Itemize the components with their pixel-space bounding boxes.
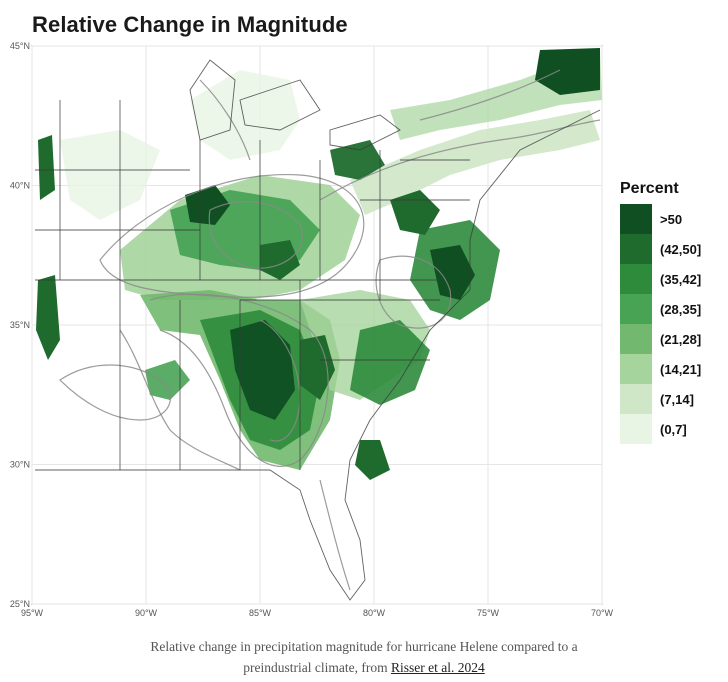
precipitation-map: 95°W 90°W 85°W 80°W 75°W 70°W 45°N 40°N 35°N 30°N… xyxy=(10,41,614,618)
contour-line xyxy=(99,173,365,298)
change-shading xyxy=(330,140,385,180)
legend-item: (14,21] xyxy=(620,354,720,384)
contour-line xyxy=(59,364,171,421)
legend-swatch xyxy=(620,234,652,264)
legend-item: (35,42] xyxy=(620,264,720,294)
legend-label: (0,7] xyxy=(660,421,687,437)
change-shading xyxy=(350,320,430,405)
state-borders xyxy=(35,59,601,601)
contour-line xyxy=(149,293,329,467)
lat-tick-label: 40°N xyxy=(10,181,30,191)
figure-caption: Relative change in precipitation magnitu… xyxy=(0,636,728,678)
change-shading xyxy=(185,185,230,225)
map-title: Relative Change in Magnitude xyxy=(32,12,348,37)
lon-tick-label: 75°W xyxy=(477,608,500,618)
legend-item: >50 xyxy=(620,204,720,234)
change-shading xyxy=(355,440,390,480)
change-shading xyxy=(230,320,295,420)
lat-tick-label: 45°N xyxy=(10,41,30,51)
lat-tick-label: 35°N xyxy=(10,320,30,330)
figure: Relative Change in Magnitude 95°W 90°W 85°… xyxy=(10,12,720,618)
change-shading xyxy=(430,245,475,300)
lon-tick-label: 70°W xyxy=(591,608,614,618)
legend-label: (28,35] xyxy=(660,301,702,317)
legend-item: (21,28] xyxy=(620,324,720,354)
legend-label: (42,50] xyxy=(660,241,702,257)
contour-line xyxy=(375,255,452,329)
change-shading xyxy=(190,70,300,160)
change-shading xyxy=(390,190,440,235)
caption-line-2: preindustrial climate, from Risser et al… xyxy=(0,657,728,678)
legend-label: >50 xyxy=(660,211,683,227)
lat-tick-label: 25°N xyxy=(10,599,30,609)
legend: Percent >50 (42,50] (35,42] (28,35] (21,28] (… xyxy=(620,180,720,444)
source-link[interactable]: Risser et al. 2024 xyxy=(390,660,485,675)
border-line xyxy=(35,109,601,601)
legend-swatch xyxy=(620,414,652,444)
legend-title: Percent xyxy=(620,180,679,197)
legend-swatch xyxy=(620,354,652,384)
axis-ticks: 95°W 90°W 85°W 80°W 75°W 70°W 45°N 40°N 35°N 30°N… xyxy=(10,41,614,618)
legend-label: (7,14] xyxy=(660,391,694,407)
legend-item: (28,35] xyxy=(620,294,720,324)
border-line xyxy=(329,114,401,151)
change-shading xyxy=(350,110,600,215)
contour-line xyxy=(119,329,241,471)
legend-item: (7,14] xyxy=(620,384,720,414)
legend-swatch xyxy=(620,384,652,414)
change-shading xyxy=(60,130,160,220)
legend-item: (0,7] xyxy=(620,414,720,444)
lon-tick-label: 80°W xyxy=(363,608,386,618)
border-line xyxy=(239,79,321,131)
legend-label: (14,21] xyxy=(660,361,702,377)
contour-line xyxy=(319,479,351,591)
contour-line xyxy=(199,79,251,161)
lon-tick-label: 95°W xyxy=(21,608,44,618)
change-shading xyxy=(36,275,60,360)
change-shading xyxy=(300,335,335,400)
lat-tick-label: 30°N xyxy=(10,460,30,470)
gridlines xyxy=(31,45,603,605)
contour-line xyxy=(208,200,303,269)
legend-swatch xyxy=(620,264,652,294)
legend-item: (42,50] xyxy=(620,234,720,264)
lon-tick-label: 85°W xyxy=(249,608,272,618)
change-shading xyxy=(145,360,190,400)
caption-line-1: Relative change in precipitation magnitu… xyxy=(150,639,578,654)
caption-line-2-text: preindustrial climate, from xyxy=(243,660,388,675)
contour-line xyxy=(419,69,561,121)
legend-swatch xyxy=(620,204,652,234)
border-line xyxy=(189,59,236,141)
lon-tick-label: 90°W xyxy=(135,608,158,618)
legend-label: (21,28] xyxy=(660,331,702,347)
contour-lines xyxy=(59,69,601,591)
legend-swatch xyxy=(620,324,652,354)
contour-line xyxy=(319,119,601,201)
change-shading xyxy=(535,48,600,95)
legend-swatch xyxy=(620,294,652,324)
change-shading xyxy=(38,135,55,200)
change-shading xyxy=(260,240,300,280)
legend-label: (35,42] xyxy=(660,271,702,287)
